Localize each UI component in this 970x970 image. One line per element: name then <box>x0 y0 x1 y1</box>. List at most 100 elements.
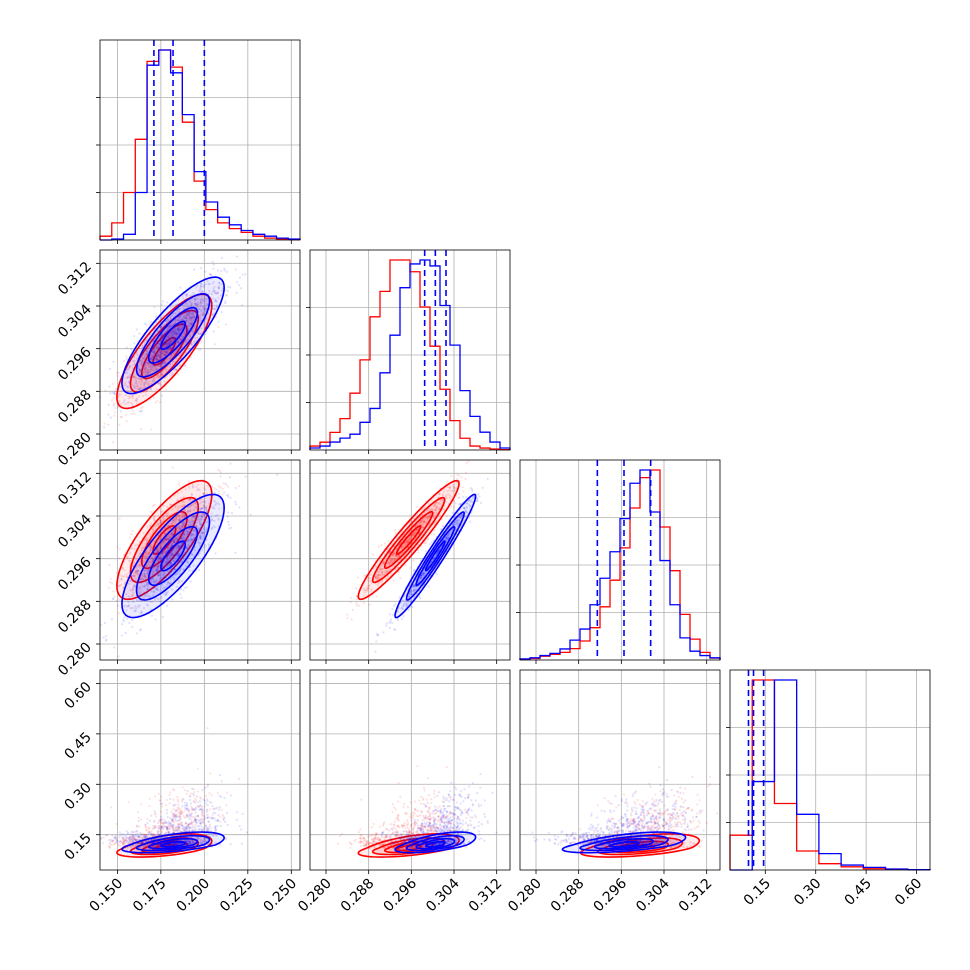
sample-point <box>187 315 190 318</box>
sample-point <box>424 542 427 545</box>
sample-point <box>469 520 472 523</box>
sample-point <box>179 329 182 332</box>
sample-point <box>218 469 222 472</box>
sample-point <box>103 621 107 625</box>
sample-point <box>130 407 133 410</box>
sample-point <box>240 304 244 307</box>
sample-point <box>179 286 182 289</box>
sample-point <box>189 580 192 583</box>
sample-point <box>150 320 153 324</box>
sample-point <box>234 486 237 490</box>
sample-point <box>118 394 121 397</box>
histogram-series-b <box>99 49 301 241</box>
sample-point <box>456 477 459 481</box>
sample-point <box>132 556 135 559</box>
sample-point <box>165 320 168 323</box>
sample-point <box>229 462 232 465</box>
sample-point <box>102 636 105 639</box>
sample-point <box>150 428 153 431</box>
sample-point <box>226 493 230 496</box>
sample-point <box>171 329 175 332</box>
sample-point <box>112 404 115 407</box>
sample-point <box>196 348 200 351</box>
sample-point <box>116 604 119 607</box>
sample-point <box>120 415 123 419</box>
sample-point <box>171 466 174 469</box>
sample-point <box>184 364 187 367</box>
sample-point <box>138 332 141 335</box>
sample-point <box>179 593 182 596</box>
sample-point <box>393 627 396 631</box>
sample-point <box>349 596 353 599</box>
sample-point <box>224 483 228 486</box>
sample-point <box>148 323 152 326</box>
sample-point <box>104 389 107 392</box>
sample-point <box>432 533 436 536</box>
sample-point <box>180 325 183 328</box>
sample-point <box>204 333 208 336</box>
sample-point <box>167 341 170 344</box>
sample-point <box>430 541 433 544</box>
sample-point <box>228 527 231 530</box>
sample-point <box>169 340 172 343</box>
sample-point <box>158 400 162 404</box>
sample-point <box>143 384 146 387</box>
sample-point <box>107 423 110 426</box>
sample-point <box>156 399 159 402</box>
sample-point <box>120 577 123 581</box>
sample-point <box>114 407 117 410</box>
sample-point <box>220 270 223 273</box>
sample-point <box>235 255 238 258</box>
sample-point <box>107 413 110 416</box>
sample-point <box>180 317 184 321</box>
sample-point <box>118 423 121 426</box>
sample-point <box>238 506 241 509</box>
sample-point <box>179 339 182 343</box>
sample-point <box>100 623 103 626</box>
sample-point <box>117 388 120 391</box>
sample-point <box>133 342 136 345</box>
sample-point <box>450 505 453 508</box>
sample-point <box>117 405 120 408</box>
sample-point <box>187 480 190 483</box>
sample-point <box>227 523 231 526</box>
sample-point <box>169 332 172 335</box>
sample-point <box>157 373 160 376</box>
sample-point <box>170 334 173 337</box>
sample-point <box>241 273 244 276</box>
sample-point <box>249 513 252 516</box>
sample-point <box>111 597 114 601</box>
sample-point <box>392 579 395 582</box>
sample-point <box>166 336 169 339</box>
sample-point <box>185 319 188 322</box>
sample-point <box>113 646 116 649</box>
sample-point <box>198 568 201 572</box>
sample-point <box>177 310 181 314</box>
sample-point <box>146 350 149 353</box>
sample-point <box>135 398 139 401</box>
y-tick-label: 0.312 <box>55 469 95 509</box>
sample-point <box>452 506 455 509</box>
sample-point <box>227 285 230 289</box>
sample-point <box>155 524 159 527</box>
sample-point <box>131 376 135 379</box>
sample-point <box>234 500 237 503</box>
sample-point <box>171 330 175 334</box>
sample-point <box>128 536 131 539</box>
sample-point <box>182 589 185 592</box>
sample-point <box>172 360 175 363</box>
sample-point <box>133 412 136 415</box>
sample-point <box>170 331 173 335</box>
sample-point <box>227 520 230 523</box>
sample-point <box>200 308 204 312</box>
sample-point <box>204 270 207 273</box>
sample-point <box>122 360 126 363</box>
sample-point <box>129 390 132 393</box>
sample-point <box>385 624 388 627</box>
sample-point <box>116 545 119 549</box>
sample-point <box>152 352 155 355</box>
sample-point <box>150 614 153 617</box>
sample-point <box>162 300 165 303</box>
sample-point <box>349 601 352 604</box>
y-tick-label: 0.280 <box>55 640 95 680</box>
